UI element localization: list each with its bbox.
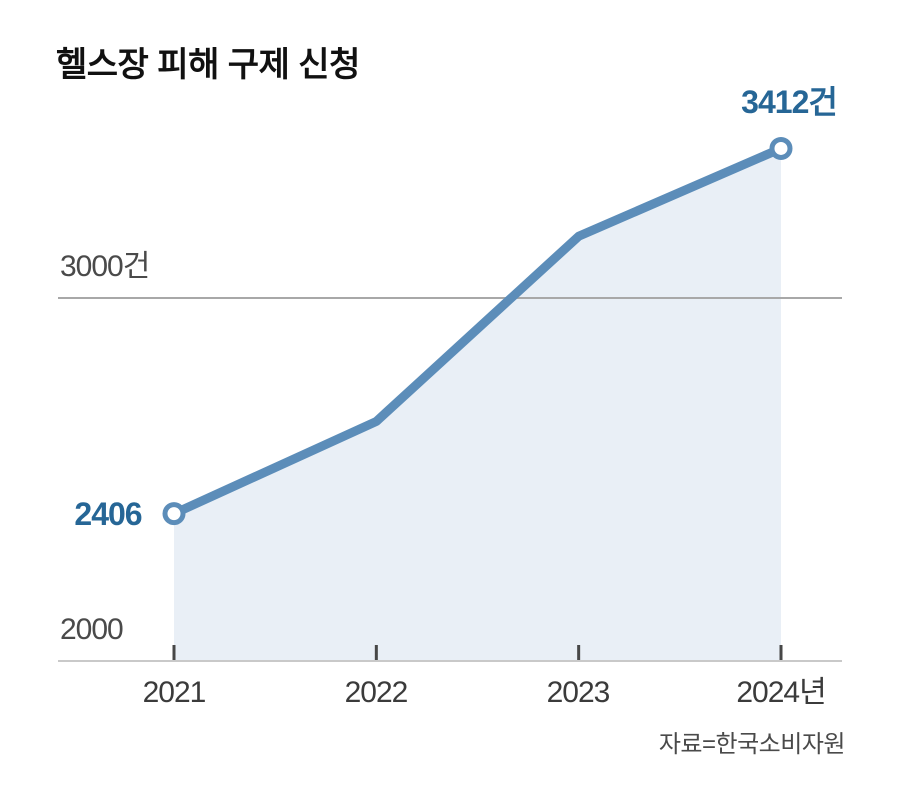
x-tick-label-2023: 2023	[546, 676, 611, 709]
point-marker-2024	[769, 136, 793, 160]
value-label-2024: 3412건	[741, 84, 838, 120]
x-tick-label-2022: 2022	[344, 676, 409, 709]
point-marker-2021	[162, 502, 186, 526]
x-tick-label-2021: 2021	[142, 676, 207, 709]
chart-title: 헬스장 피해 구제 신청	[56, 46, 360, 84]
source-credit: 자료=한국소비자원	[658, 731, 846, 758]
gridline-label: 3000건	[60, 250, 150, 283]
baseline-label: 2000	[60, 613, 124, 646]
x-tick-label-2024: 2024년	[736, 676, 826, 709]
value-label-2021: 2406	[74, 496, 142, 532]
trend-line	[169, 143, 786, 519]
area-fill	[174, 148, 781, 662]
